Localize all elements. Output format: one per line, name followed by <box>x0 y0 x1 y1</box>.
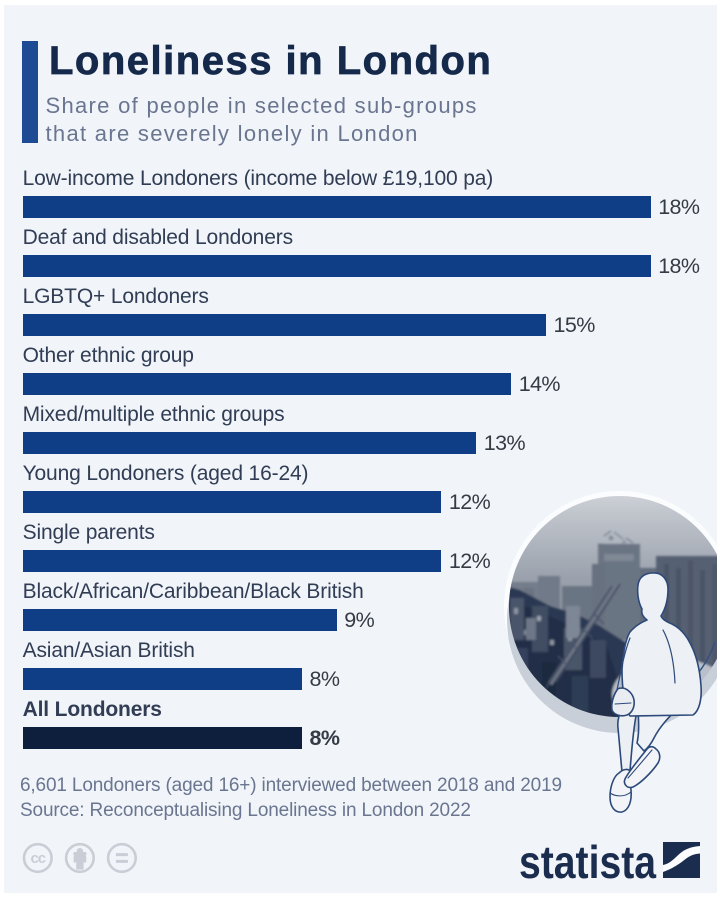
svg-text:cc: cc <box>30 850 45 867</box>
svg-text:statista: statista <box>519 836 656 888</box>
